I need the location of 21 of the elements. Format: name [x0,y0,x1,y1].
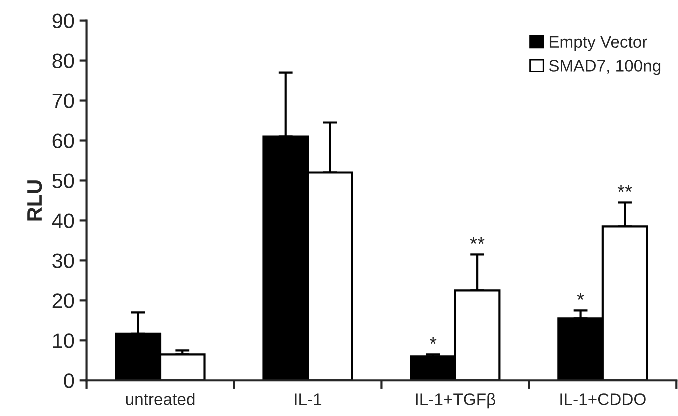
y-tick-label: 10 [53,334,74,348]
legend-label: Empty Vector [550,36,648,52]
y-tick-label: 70 [52,94,74,109]
y-tick-label: 80 [52,54,74,69]
y-tick-label: 20 [52,294,74,308]
x-tick-label: IL-1+TGFβ [416,393,496,409]
y-tick-label: 0 [64,374,74,388]
y-tick-label: 40 [52,214,74,228]
annotation: * [577,293,584,300]
y-tick-label: 50 [52,174,74,188]
annotation: ** [470,237,485,244]
x-tick-label: IL-1+CDDO [560,394,646,406]
annotation: ** [618,185,632,192]
y-tick-label: 90 [52,14,74,29]
legend-label: SMAD7, 100ng [549,60,661,76]
x-tick-label: untreated [126,393,195,406]
y-tick-label: 60 [52,134,74,148]
y-axis-title: RLU [28,180,42,221]
annotation: * [430,337,437,344]
y-tick-label: 30 [52,254,74,268]
x-tick-label: IL-1 [295,394,322,406]
